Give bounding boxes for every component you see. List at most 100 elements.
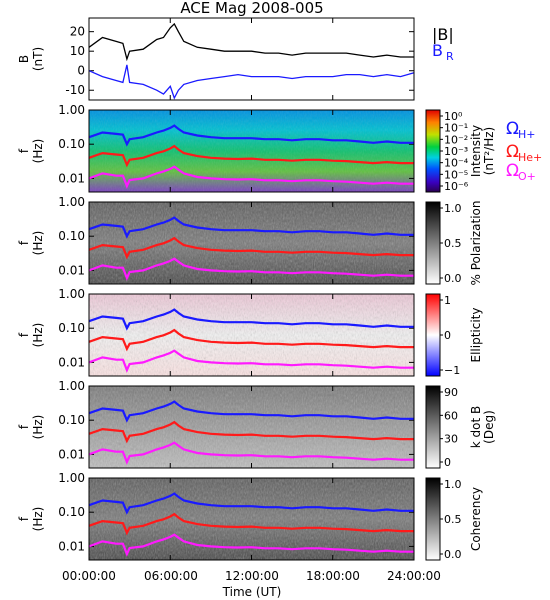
gyrofrequency-line	[88, 236, 414, 260]
y-axis-unit: (Hz)	[31, 507, 45, 532]
colorbar-tick-label: 0.0	[444, 548, 462, 561]
gyrofrequency-line	[88, 328, 414, 352]
figure-title: ACE Mag 2008-005	[180, 0, 323, 17]
y-tick-label: 0.01	[58, 263, 85, 277]
colorbar-tick-label: 0	[444, 456, 451, 469]
y-axis-label: f	[17, 516, 31, 521]
colorbar	[425, 477, 441, 561]
colorbar	[425, 201, 441, 285]
colorbar-tick-label: 10⁻⁶	[444, 180, 469, 193]
colorbar-tick-label: 1.0	[444, 478, 462, 491]
y-tick-label: 0.01	[58, 447, 85, 461]
y-tick-label: 0.01	[58, 539, 85, 553]
colorbar-label: Coherency	[469, 487, 483, 551]
y-tick-label: 0.10	[58, 413, 85, 427]
colorbar-tick-label: 0	[444, 329, 451, 342]
y-tick-label: 1.00	[58, 195, 85, 209]
legend-omega-sub: O+	[518, 170, 536, 183]
colorbar-tick-label: 60	[444, 409, 458, 422]
gyrofrequency-line	[88, 257, 414, 281]
colorbar-tick-label: 10⁻⁴	[444, 157, 469, 170]
y-axis-label: f	[17, 148, 31, 153]
y-tick-label: 0	[77, 64, 85, 78]
series-line	[88, 22, 414, 62]
colorbar-tick-label: −1	[444, 364, 460, 377]
colorbar-label: k dot B	[469, 406, 483, 448]
colorbar-label: % Polarization	[469, 201, 483, 286]
colorbar	[425, 109, 441, 193]
y-axis-label: f	[17, 240, 31, 245]
panel-3: 1.00 0.10 0.01 f (Hz) 1 0 −1 Ellipticity	[17, 287, 483, 377]
y-tick-label: -10	[65, 83, 85, 97]
gyrofrequency-line	[88, 216, 414, 239]
legend-b-r-sub: R	[446, 50, 454, 63]
x-axis: 00:00:00 06:00:00 12:00:00 18:00:00 24:0…	[62, 569, 441, 599]
panel-4: 1.00 0.10 0.01 f (Hz) 90 60 30 0 k dot B (Deg)	[17, 379, 496, 469]
gyrofrequency-line	[88, 144, 414, 168]
y-axis-label: f	[17, 332, 31, 337]
legend-b-total: |B|	[432, 25, 454, 44]
y-tick-label: 1.00	[58, 379, 85, 393]
colorbar-tick-label: 30	[444, 433, 458, 446]
colorbar-label: Intensity	[469, 125, 483, 177]
legend-omega: Ω	[506, 142, 519, 162]
colorbar-tick-label: 10⁻¹	[444, 122, 468, 135]
y-axis-unit: (Hz)	[31, 231, 45, 256]
gyrofrequency-line	[88, 512, 414, 536]
panel-frame	[88, 477, 415, 561]
panel-frame	[88, 293, 415, 377]
colorbar-tick-label: 0.5	[444, 237, 462, 250]
y-axis-unit: (Hz)	[31, 139, 45, 164]
legend-omega-sub: H+	[518, 128, 536, 141]
x-axis-label: Time (UT)	[222, 585, 282, 599]
colorbar-tick-label: 10⁻⁵	[444, 168, 468, 181]
gyrofrequency-line	[88, 124, 414, 147]
colorbar-unit: (Deg)	[482, 410, 496, 444]
colorbar-tick-label: 1.0	[444, 202, 462, 215]
legend-omega: Ω	[506, 161, 519, 181]
gyrofrequency-line	[88, 492, 414, 515]
panel-2: 1.00 0.10 0.01 f (Hz) 1.0 0.5 0.0 % Polarization	[17, 195, 483, 285]
y-axis-label: f	[17, 424, 31, 429]
colorbar-tick-label: 10⁻²	[444, 133, 468, 146]
y-tick-label: 0.01	[58, 355, 85, 369]
colorbar-tick-label: 10⁰	[444, 110, 463, 123]
panel-frame	[88, 385, 415, 469]
legend-b-r: B	[432, 41, 443, 60]
legend-omega-sub: He+	[518, 151, 542, 164]
y-tick-label: 1.00	[58, 471, 85, 485]
x-tick-label-3: 18:00:00	[306, 569, 360, 583]
colorbar-tick-label: 0.5	[444, 513, 462, 526]
panel-frame	[88, 201, 415, 285]
colorbar-tick-label: 10⁻³	[444, 145, 468, 158]
y-tick-label: 0.10	[58, 137, 85, 151]
x-tick-label-4: 24:00:00	[387, 569, 441, 583]
panel-frame	[88, 17, 415, 101]
colorbar-tick-label: 0.0	[444, 272, 462, 285]
gyrofrequency-line	[88, 400, 414, 423]
y-tick-label: 20	[70, 25, 85, 39]
gyrofrequency-line	[88, 308, 414, 331]
gyrofrequency-line	[88, 165, 414, 189]
gyrofrequency-line	[88, 533, 414, 557]
y-axis-label: B	[17, 55, 31, 63]
panel-frame	[88, 109, 415, 193]
y-tick-label: 0.10	[58, 229, 85, 243]
colorbar-unit: (nT²/Hz)	[482, 127, 496, 175]
y-tick-label: 10	[70, 44, 85, 58]
gyrofrequency-legend: Ω H+Ω He+Ω O+	[506, 119, 542, 183]
y-axis-unit: (Hz)	[31, 323, 45, 348]
y-tick-label: 0.10	[58, 321, 85, 335]
y-tick-label: 0.10	[58, 505, 85, 519]
x-tick-label-1: 06:00:00	[144, 569, 198, 583]
panel-1: 1.00 0.10 0.01 f (Hz) 10⁰10⁻¹10⁻²10⁻³10⁻⁴10⁻⁵…	[17, 103, 542, 193]
x-tick-label-0: 00:00:00	[62, 569, 116, 583]
colorbar-tick-label: 1	[444, 294, 451, 307]
legend-omega: Ω	[506, 119, 519, 139]
y-tick-label: 1.00	[58, 287, 85, 301]
y-axis-unit: (Hz)	[31, 415, 45, 440]
colorbar-label: Ellipticity	[469, 308, 483, 363]
